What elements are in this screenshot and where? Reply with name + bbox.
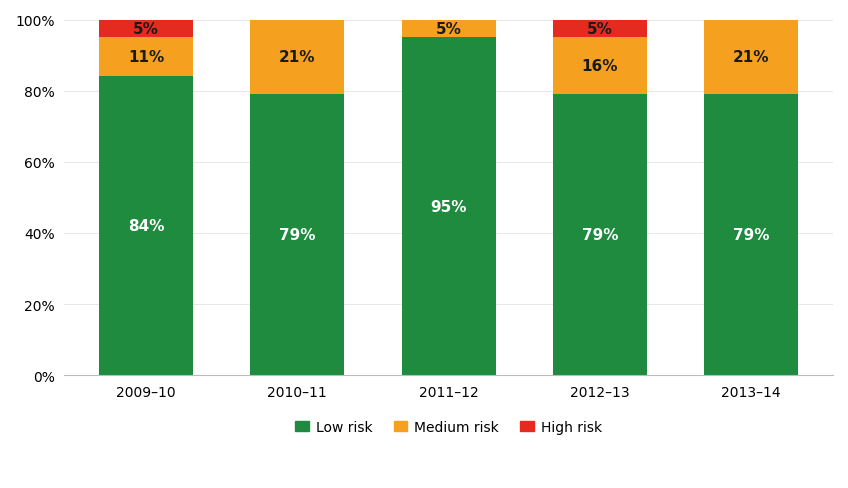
Bar: [99, 77, 193, 376]
Bar: [553, 95, 647, 376]
Bar: [250, 20, 344, 95]
Text: 79%: 79%: [582, 228, 618, 243]
Text: 95%: 95%: [431, 200, 467, 214]
Text: 21%: 21%: [733, 50, 769, 65]
Text: 84%: 84%: [128, 219, 165, 234]
Bar: [705, 95, 798, 376]
Bar: [402, 20, 495, 38]
Bar: [99, 38, 193, 77]
Text: 5%: 5%: [133, 22, 159, 37]
Text: 11%: 11%: [128, 50, 165, 65]
Text: 79%: 79%: [279, 228, 315, 243]
Text: 79%: 79%: [733, 228, 769, 243]
Bar: [553, 38, 647, 95]
Legend: Low risk, Medium risk, High risk: Low risk, Medium risk, High risk: [290, 414, 607, 440]
Text: 5%: 5%: [436, 22, 461, 37]
Bar: [99, 20, 193, 38]
Bar: [705, 20, 798, 95]
Text: 21%: 21%: [279, 50, 315, 65]
Bar: [553, 20, 647, 38]
Bar: [250, 95, 344, 376]
Bar: [402, 38, 495, 376]
Text: 16%: 16%: [582, 59, 618, 74]
Text: 5%: 5%: [587, 22, 613, 37]
